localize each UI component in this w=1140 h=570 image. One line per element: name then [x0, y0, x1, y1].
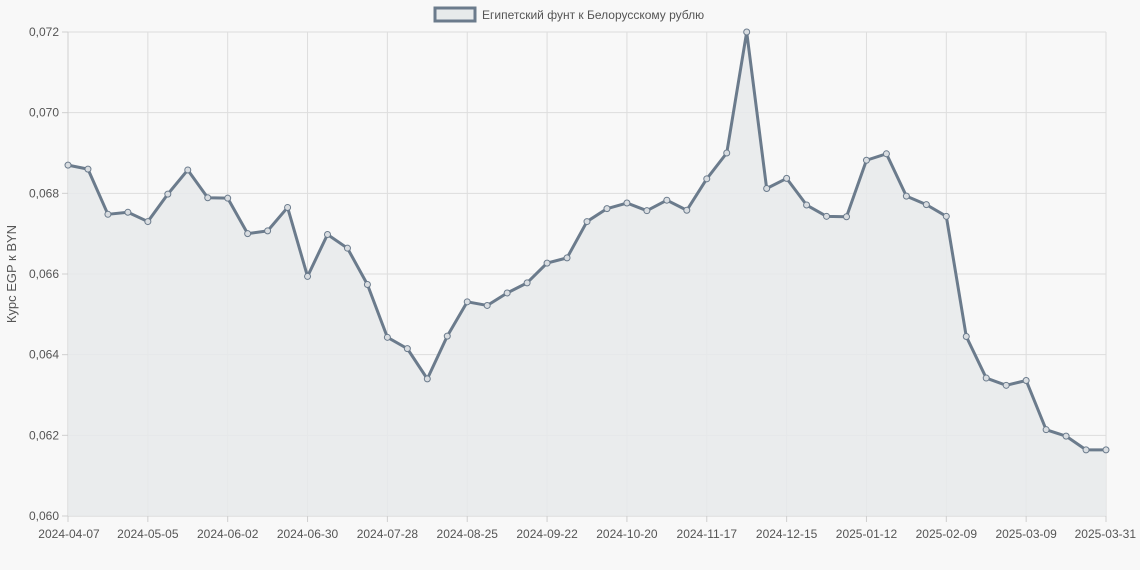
- data-point[interactable]: [543, 259, 551, 267]
- x-tick-label: 2025-01-12: [836, 527, 898, 541]
- data-point[interactable]: [244, 230, 252, 238]
- data-point[interactable]: [503, 289, 511, 297]
- data-point[interactable]: [144, 218, 152, 226]
- data-point[interactable]: [1042, 426, 1050, 434]
- y-tick-label: 0,072: [29, 25, 59, 39]
- data-point[interactable]: [184, 166, 192, 174]
- data-point[interactable]: [843, 213, 850, 221]
- x-axis-ticks: 2024-04-07 2024-05-05 2024-06-02 2024-06-30…: [38, 527, 1136, 541]
- data-point[interactable]: [902, 192, 910, 200]
- data-point[interactable]: [523, 279, 531, 287]
- data-point[interactable]: [823, 212, 831, 220]
- data-point[interactable]: [483, 301, 491, 309]
- data-point[interactable]: [803, 201, 811, 209]
- data-point[interactable]: [463, 298, 471, 306]
- data-point[interactable]: [743, 28, 751, 36]
- data-point[interactable]: [882, 150, 890, 158]
- y-tick-label: 0,064: [29, 348, 59, 362]
- x-tick-label: 2024-04-07: [38, 527, 100, 541]
- data-point[interactable]: [643, 207, 651, 215]
- data-point[interactable]: [563, 254, 571, 262]
- data-point[interactable]: [723, 149, 731, 157]
- data-point[interactable]: [343, 244, 351, 252]
- x-tick-label: 2024-10-20: [596, 527, 658, 541]
- data-points: [64, 28, 1110, 454]
- y-axis-ticks: 0,060 0,062 0,064 0,066 0,068 0,070 0,072: [29, 25, 59, 523]
- data-point[interactable]: [383, 333, 391, 341]
- x-tick-label: 2024-06-02: [197, 527, 259, 541]
- data-point[interactable]: [104, 210, 112, 218]
- data-point[interactable]: [942, 212, 950, 220]
- area-fill: [68, 32, 1106, 516]
- data-point[interactable]: [264, 227, 272, 235]
- y-tick-label: 0,062: [29, 428, 59, 442]
- data-point[interactable]: [683, 206, 691, 214]
- data-point[interactable]: [403, 345, 411, 353]
- legend-label[interactable]: Египетский фунт к Белорусскому рублю: [482, 8, 704, 22]
- data-point[interactable]: [124, 208, 132, 216]
- data-point[interactable]: [363, 280, 371, 288]
- data-point[interactable]: [443, 332, 451, 340]
- data-point[interactable]: [703, 175, 711, 183]
- y-tick-label: 0,060: [29, 509, 59, 523]
- x-tick-label: 2024-11-17: [677, 527, 738, 541]
- data-point[interactable]: [423, 375, 431, 383]
- x-tick-label: 2025-02-09: [916, 527, 978, 541]
- data-point[interactable]: [982, 374, 990, 382]
- y-axis-title: Курс EGP к BYN: [4, 225, 19, 323]
- x-tick-label: 2024-08-25: [437, 527, 499, 541]
- x-tick-label: 2024-05-05: [117, 527, 179, 541]
- data-point[interactable]: [204, 194, 212, 202]
- data-point[interactable]: [284, 203, 292, 211]
- data-point[interactable]: [663, 196, 671, 204]
- y-tick-label: 0,070: [29, 106, 59, 120]
- x-tick-label: 2024-09-22: [516, 527, 578, 541]
- data-point[interactable]: [603, 205, 611, 213]
- data-point[interactable]: [164, 190, 172, 198]
- data-point[interactable]: [64, 161, 72, 169]
- x-tick-label: 2025-03-31: [1075, 527, 1137, 541]
- y-tick-label: 0,066: [29, 267, 59, 281]
- legend-swatch[interactable]: [433, 6, 477, 23]
- data-point[interactable]: [962, 333, 970, 341]
- data-point[interactable]: [84, 165, 92, 173]
- x-tick-label: 2025-03-09: [995, 527, 1057, 541]
- x-tick-label: 2024-07-28: [357, 527, 419, 541]
- data-point[interactable]: [763, 184, 771, 192]
- data-point[interactable]: [583, 218, 591, 226]
- x-tick-label: 2024-12-15: [756, 527, 818, 541]
- data-point[interactable]: [783, 174, 791, 182]
- data-point[interactable]: [1022, 376, 1030, 384]
- data-point[interactable]: [1002, 381, 1010, 389]
- data-point[interactable]: [1102, 446, 1110, 454]
- data-point[interactable]: [1062, 432, 1070, 440]
- data-point[interactable]: [324, 230, 331, 238]
- legend[interactable]: Египетский фунт к Белорусскому рублю: [433, 6, 704, 23]
- data-point[interactable]: [922, 201, 930, 209]
- data-point[interactable]: [224, 194, 232, 202]
- data-point[interactable]: [1082, 446, 1090, 454]
- data-point[interactable]: [862, 156, 870, 164]
- data-point[interactable]: [623, 199, 631, 207]
- y-tick-label: 0,068: [29, 186, 59, 200]
- x-tick-label: 2024-06-30: [277, 527, 339, 541]
- data-point[interactable]: [304, 272, 312, 280]
